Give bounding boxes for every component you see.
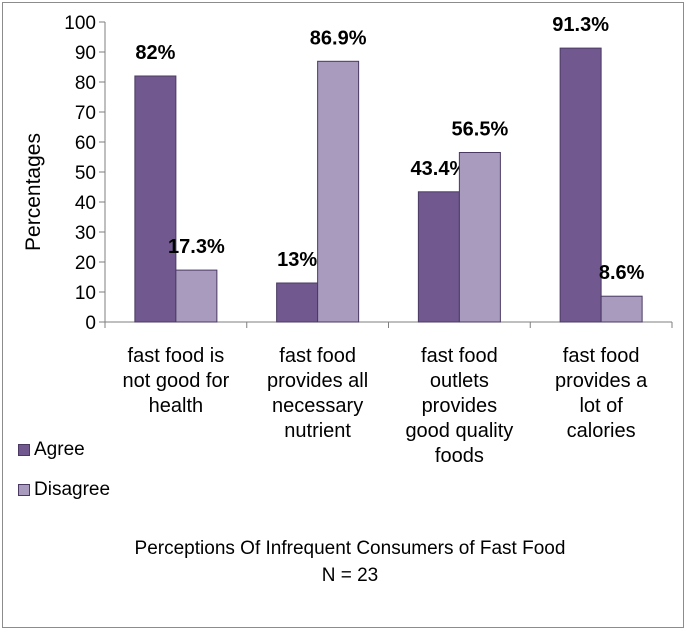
- legend-label-disagree: Disagree: [34, 479, 111, 500]
- y-tick-label: 10: [75, 283, 96, 304]
- x-tick-label-line: fast food: [563, 345, 640, 367]
- legend-label-agree: Agree: [34, 439, 85, 460]
- x-tick-label-line: calories: [567, 420, 636, 442]
- legend-swatch-disagree: [18, 484, 30, 496]
- x-tick-label-line: nutrient: [284, 420, 351, 442]
- x-tick-label-line: good quality: [405, 420, 513, 442]
- y-axis-title: Percentages: [22, 133, 45, 251]
- x-tick-label: fast food provides a lot of calories: [555, 345, 648, 442]
- y-tick-label: 20: [75, 253, 96, 274]
- chart-title-block: Perceptions Of Infrequent Consumers of F…: [60, 535, 640, 589]
- bar-disagree-0: [175, 269, 218, 323]
- x-tick-label: fast food is not good for health: [123, 345, 230, 417]
- bar-disagree-3: [600, 295, 643, 323]
- x-tick-label-line: foods: [435, 445, 484, 467]
- x-tick-label-line: provides a: [555, 370, 648, 392]
- y-tick-label: 70: [75, 103, 96, 124]
- x-tick-label-line: not good for: [123, 370, 230, 392]
- data-label-agree-2: 43.4%: [411, 158, 468, 180]
- y-tick-label: 80: [75, 73, 96, 94]
- y-tick-label: 100: [64, 13, 96, 34]
- data-label-agree-3: 91.3%: [552, 14, 609, 36]
- x-tick-label-line: lot of: [579, 395, 623, 417]
- x-tick-label-line: provides: [422, 395, 498, 417]
- x-tick-label-line: fast food is: [128, 345, 225, 367]
- legend: Agree Disagree: [18, 430, 110, 510]
- legend-item-disagree: Disagree: [18, 470, 110, 510]
- x-tick-label: fast food provides all necessary nutrient: [267, 345, 368, 442]
- x-tick-label-line: health: [149, 395, 204, 417]
- data-label-agree-1: 13%: [277, 249, 317, 271]
- y-tick-label: 90: [75, 43, 96, 64]
- bar-agree-3: [559, 47, 602, 323]
- legend-item-agree: Agree: [18, 430, 110, 470]
- data-label-disagree-1: 86.9%: [310, 27, 367, 49]
- data-label-disagree-0: 17.3%: [168, 236, 225, 258]
- bar-agree-2: [417, 191, 460, 323]
- data-label-disagree-2: 56.5%: [452, 119, 509, 141]
- x-tick-label-line: provides all: [267, 370, 368, 392]
- y-tick-label: 30: [75, 223, 96, 244]
- bar-agree-0: [134, 75, 177, 323]
- x-tick-label-line: necessary: [272, 395, 363, 417]
- bar-agree-1: [276, 282, 319, 323]
- x-tick-label-line: fast food: [279, 345, 356, 367]
- y-tick-label: 60: [75, 133, 96, 154]
- legend-swatch-agree: [18, 444, 30, 456]
- bar-disagree-1: [317, 60, 360, 323]
- bar-disagree-2: [458, 152, 501, 323]
- y-tick-label: 50: [75, 163, 96, 184]
- data-label-agree-0: 82%: [135, 42, 175, 64]
- x-tick-label-line: outlets: [430, 370, 489, 392]
- chart-title: Perceptions Of Infrequent Consumers of F…: [134, 538, 566, 559]
- data-label-disagree-3: 8.6%: [599, 262, 645, 284]
- y-tick-label: 40: [75, 193, 96, 214]
- x-tick-label: fast food outlets provides good quality food…: [405, 345, 513, 467]
- x-tick-label-line: fast food: [421, 345, 498, 367]
- y-tick-label: 0: [85, 313, 96, 334]
- chart-subtitle: N = 23: [321, 565, 379, 586]
